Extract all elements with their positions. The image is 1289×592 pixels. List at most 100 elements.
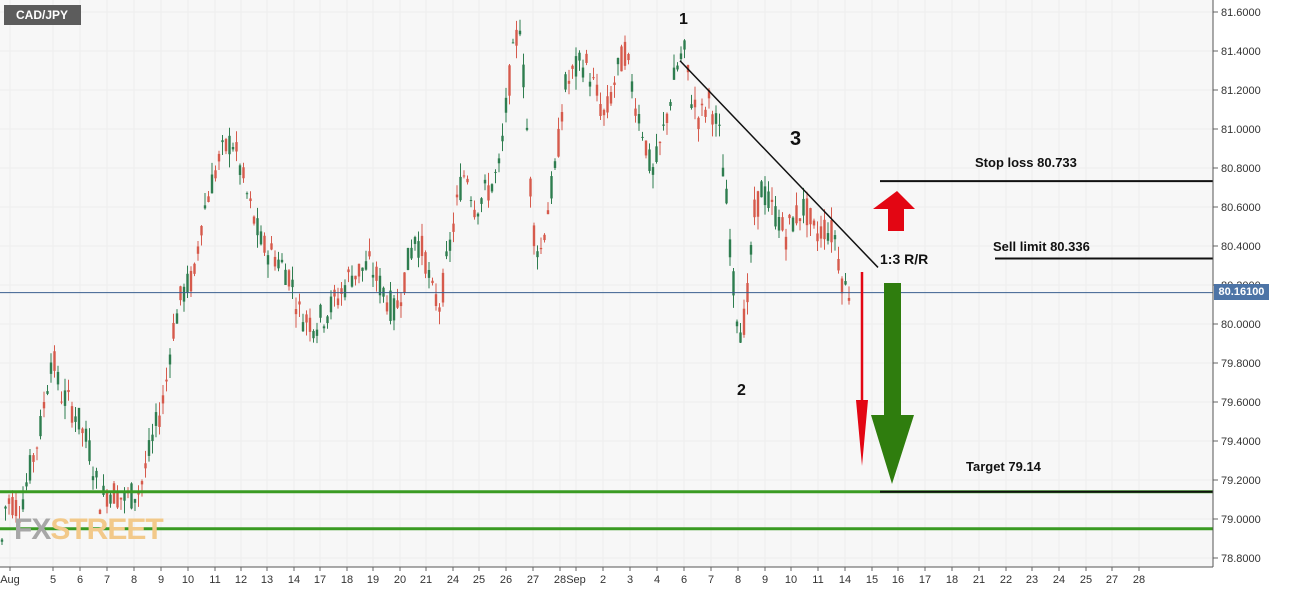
- candle-body: [238, 165, 242, 175]
- x-tick-label: 6: [681, 574, 687, 586]
- candle-body: [735, 321, 739, 327]
- candle-body: [525, 127, 529, 130]
- x-tick-label: 24: [447, 574, 459, 586]
- candle-body: [266, 255, 270, 265]
- candle-body: [844, 281, 847, 285]
- candle-body: [123, 491, 126, 501]
- candle-body: [4, 506, 7, 509]
- candle-body: [186, 273, 189, 293]
- x-tick-label: 24: [1053, 574, 1065, 586]
- candle-body: [742, 308, 746, 335]
- candle-body: [375, 266, 378, 281]
- x-tick-label: 21: [973, 574, 985, 586]
- y-tick-label: 81.6000: [1221, 7, 1261, 19]
- candle-body: [0, 539, 4, 542]
- candle-body: [592, 77, 595, 79]
- candle-body: [242, 167, 245, 179]
- candle-body: [770, 199, 774, 202]
- x-tick-label: 17: [314, 574, 326, 586]
- candle-body: [714, 113, 718, 124]
- candle-body: [312, 330, 315, 339]
- candle-body: [42, 402, 46, 409]
- candle-body: [392, 298, 396, 321]
- candle-body: [221, 140, 224, 143]
- candle-body: [427, 269, 431, 278]
- candle-body: [438, 307, 441, 312]
- x-tick-label: 11: [209, 574, 220, 586]
- candle-body: [434, 294, 438, 306]
- candle-body: [406, 247, 410, 270]
- y-tick-label: 80.8000: [1221, 163, 1261, 175]
- candle-body: [364, 261, 368, 270]
- logo-street: STREET: [50, 513, 163, 546]
- candle-body: [315, 329, 319, 336]
- x-tick-label: 3: [627, 574, 633, 586]
- x-tick-label: 15: [866, 574, 878, 586]
- candle-body: [403, 272, 406, 293]
- symbol-label: CAD/JPY: [4, 5, 81, 25]
- candle-body: [623, 41, 627, 66]
- candle-body: [7, 498, 11, 504]
- candle-body: [819, 226, 823, 239]
- candle-body: [112, 483, 116, 504]
- x-tick-label: 10: [182, 574, 194, 586]
- candle-body: [298, 301, 301, 305]
- grid: [0, 0, 1213, 567]
- candle-body: [294, 309, 298, 315]
- candle-body: [308, 317, 312, 332]
- candle-body: [329, 296, 333, 313]
- x-tick-label: 23: [1026, 574, 1038, 586]
- candle-body: [504, 97, 508, 113]
- candle-body: [431, 280, 434, 284]
- candle-body: [497, 158, 501, 164]
- candle-body: [165, 379, 168, 382]
- candle-body: [259, 231, 263, 245]
- wave-label-3: 3: [790, 128, 802, 150]
- fxstreet-logo: FXSTREET: [14, 512, 164, 548]
- candle-body: [270, 243, 273, 250]
- candle-body: [448, 239, 452, 251]
- candle-body: [560, 112, 564, 122]
- candle-body: [116, 490, 119, 508]
- candle-body: [756, 191, 760, 217]
- plot-area-background: [0, 0, 1213, 567]
- candle-body: [564, 74, 567, 90]
- candle-body: [602, 109, 606, 116]
- candle-body: [179, 286, 182, 301]
- candle-body: [518, 30, 522, 35]
- candle-body: [683, 40, 686, 50]
- x-tick-label: 4: [654, 574, 660, 586]
- x-tick-label: 7: [708, 574, 714, 586]
- candle-body: [105, 492, 109, 507]
- x-tick-label: 28: [554, 574, 566, 586]
- candle-body: [546, 210, 550, 215]
- candle-body: [522, 64, 525, 88]
- candle-body: [326, 316, 329, 324]
- candle-body: [35, 447, 39, 449]
- x-tick-label: 25: [1080, 574, 1092, 586]
- candle-body: [207, 196, 210, 202]
- stop-arrow-up: [873, 191, 915, 231]
- candle-body: [588, 81, 592, 87]
- candle-body: [543, 234, 546, 241]
- x-tick-label: 28: [1133, 574, 1145, 586]
- candle-body: [459, 176, 462, 201]
- x-tick-label: 11: [812, 574, 823, 586]
- candle-body: [452, 223, 455, 232]
- candle-body: [620, 46, 623, 72]
- candle-body: [361, 267, 364, 271]
- candle-body: [574, 56, 578, 77]
- candle-body: [581, 67, 585, 78]
- candle-body: [77, 407, 81, 430]
- candle-body: [60, 401, 63, 403]
- candle-body: [732, 271, 735, 296]
- x-tick-label: 16: [892, 574, 904, 586]
- candle-body: [658, 141, 662, 144]
- overlays: [0, 60, 1213, 531]
- candle-body: [462, 175, 466, 177]
- candle-body: [305, 314, 308, 323]
- candle-body: [599, 104, 602, 116]
- x-tick-label: 13: [261, 574, 273, 586]
- candle-body: [354, 275, 357, 280]
